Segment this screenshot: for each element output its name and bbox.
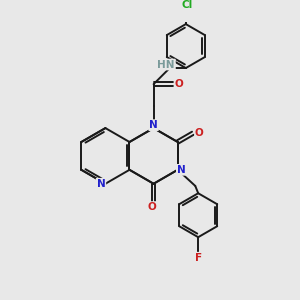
Text: O: O — [175, 79, 184, 89]
Text: Cl: Cl — [182, 0, 193, 10]
Text: O: O — [195, 128, 204, 138]
Text: N: N — [97, 179, 105, 189]
Text: N: N — [177, 165, 186, 175]
Text: HN: HN — [158, 59, 175, 70]
Text: F: F — [195, 253, 202, 263]
Text: O: O — [148, 202, 157, 212]
Text: N: N — [149, 120, 158, 130]
